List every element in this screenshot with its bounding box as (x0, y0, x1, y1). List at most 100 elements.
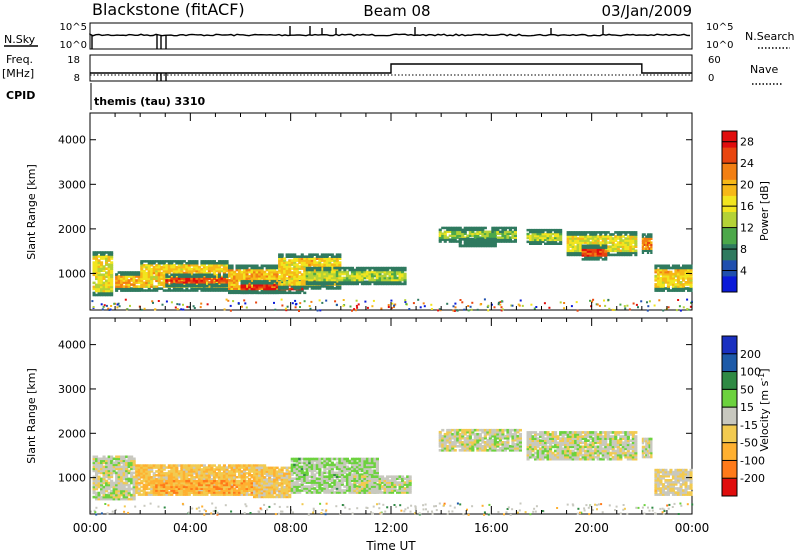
range-gate-cell (579, 237, 583, 240)
range-gate-cell (467, 309, 470, 312)
range-gate-cell (333, 263, 337, 266)
range-gate-cell (177, 481, 181, 485)
range-gate-cell (212, 489, 216, 492)
range-gate-cell (498, 226, 502, 230)
range-gate-cell (682, 270, 686, 274)
range-gate-cell (273, 480, 277, 483)
range-gate-cell (318, 287, 322, 290)
range-gate-cell (177, 487, 181, 490)
range-gate-cell (160, 271, 164, 275)
range-gate-cell (175, 271, 179, 275)
range-gate-cell (152, 271, 156, 275)
range-gate-cell (270, 466, 274, 470)
range-gate-cell (170, 468, 174, 471)
range-gate-cell (278, 261, 282, 264)
range-gate-cell (122, 491, 126, 495)
range-gate-cell (160, 277, 164, 281)
range-gate-cell (95, 283, 99, 287)
range-gate-cell (589, 248, 593, 251)
range-gate-cell (689, 287, 693, 290)
range-gate-cell (140, 476, 144, 479)
range-gate-cell (378, 274, 382, 278)
range-gate-cell (155, 267, 159, 271)
range-gate-cell (531, 234, 535, 238)
range-gate-cell (687, 308, 690, 311)
range-gate-cell (513, 226, 517, 230)
range-gate-cell (315, 270, 319, 274)
range-gate-cell (235, 268, 239, 272)
range-gate-cell (461, 301, 464, 304)
range-gate-cell (294, 303, 297, 306)
range-gate-cell (187, 466, 191, 469)
range-gate-cell (353, 276, 357, 280)
range-gate-cell (511, 304, 514, 307)
range-gate-cell (646, 241, 650, 244)
range-gate-cell (132, 483, 136, 487)
range-gate-cell (584, 235, 588, 238)
range-gate-cell (513, 238, 517, 241)
range-gate-cell (574, 237, 578, 240)
range-gate-cell (378, 268, 382, 272)
range-gate-cell (127, 455, 131, 459)
range-gate-cell (275, 474, 279, 477)
range-gate-cell (243, 485, 247, 489)
range-gate-cell (142, 470, 146, 473)
range-gate-cell (295, 273, 299, 276)
range-gate-cell (240, 277, 244, 280)
range-gate-cell (215, 281, 219, 284)
range-gate-cell (295, 289, 299, 293)
range-gate-cell (228, 274, 232, 278)
range-gate-cell (388, 276, 392, 280)
range-gate-cell (147, 481, 151, 485)
range-gate-cell (325, 261, 329, 264)
range-gate-cell (263, 472, 267, 475)
range-gate-cell (541, 240, 545, 244)
range-gate-cell (245, 282, 249, 285)
range-gate-cell (275, 285, 279, 289)
range-gate-cell (195, 483, 199, 487)
range-gate-cell (488, 236, 492, 239)
range-gate-cell (671, 281, 675, 284)
range-gate-cell (278, 267, 282, 270)
range-gate-cell (115, 289, 119, 292)
range-gate-cell (290, 483, 294, 486)
range-gate-cell (147, 487, 151, 491)
range-gate-cell (303, 489, 307, 492)
range-gate-cell (268, 470, 272, 473)
range-gate-cell (177, 273, 181, 276)
range-gate-cell (190, 464, 194, 467)
range-gate-cell (245, 476, 249, 479)
range-gate-cell (152, 485, 156, 489)
range-gate-cell (270, 486, 274, 489)
range-gate-cell (303, 287, 307, 290)
range-gate-cell (200, 476, 204, 479)
range-gate-cell (340, 280, 344, 284)
range-gate-cell (641, 241, 645, 244)
range-gate-cell (654, 270, 658, 274)
range-gate-cell (255, 274, 259, 278)
range-gate-cell (253, 280, 257, 283)
range-gate-cell (263, 489, 267, 493)
range-gate-cell (401, 274, 405, 278)
range-gate-cell (265, 491, 269, 495)
range-gate-cell (225, 262, 229, 265)
range-gate-cell (147, 476, 151, 479)
range-gate-cell (303, 273, 307, 276)
range-gate-cell (197, 281, 201, 284)
range-gate-cell (290, 471, 294, 475)
range-gate-cell (263, 287, 267, 291)
range-gate-cell (197, 472, 201, 475)
range-gate-cell (243, 472, 247, 475)
range-gate-cell (110, 251, 114, 254)
range-gate-cell (145, 275, 149, 279)
range-gate-cell (215, 275, 219, 279)
range-gate-cell (671, 283, 675, 286)
range-gate-cell (300, 285, 304, 288)
range-gate-cell (669, 289, 673, 292)
range-gate-cell (207, 273, 211, 276)
range-gate-cell (228, 291, 232, 295)
range-gate-cell (107, 281, 111, 285)
range-gate-cell (358, 270, 362, 274)
range-gate-cell (250, 464, 254, 467)
range-gate-cell (240, 464, 244, 467)
